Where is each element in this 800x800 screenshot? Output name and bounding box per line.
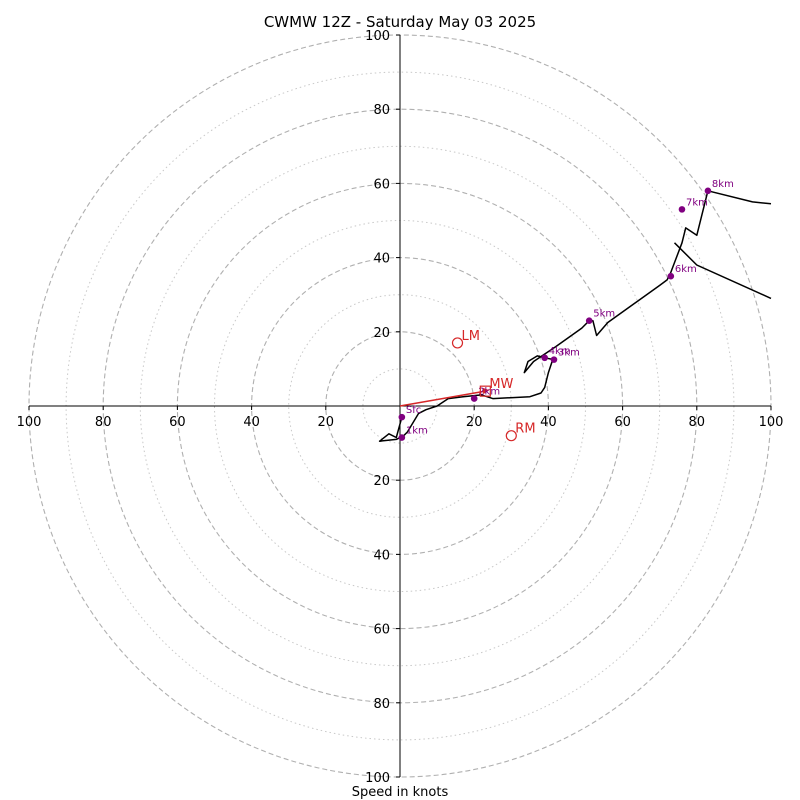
motion-marker-LM xyxy=(451,337,464,349)
height-label-Sfc: Sfc xyxy=(406,405,421,416)
motion-marker-RM xyxy=(505,430,517,442)
x-tick-label: 20 xyxy=(466,415,483,430)
y-tick-label: 80 xyxy=(373,697,390,712)
height-marker-7km xyxy=(678,206,686,213)
tick-labels: 100 80 60 40 20 20 40 60 80 100 100 80 60 40 20 20 40 60 8… xyxy=(17,29,784,786)
hodograph-series xyxy=(378,190,772,442)
hodograph-line xyxy=(378,190,772,442)
chart-title: CWMW 12Z - Saturday May 03 2025 xyxy=(264,13,536,31)
height-marker-6km xyxy=(667,272,675,280)
x-tick-label: 80 xyxy=(689,415,706,430)
motion-label-LM: LM xyxy=(462,329,480,344)
height-label-5km: 5km xyxy=(593,309,615,320)
y-tick-label: 60 xyxy=(373,177,390,192)
motion-label-MW: MW xyxy=(489,377,513,392)
x-axis-label: Speed in knots xyxy=(352,785,449,800)
y-tick-label: 100 xyxy=(365,771,390,786)
x-tick-label: 40 xyxy=(243,415,260,430)
height-marker-5km xyxy=(585,317,593,324)
height-label-2km: 2km xyxy=(478,387,500,398)
y-tick-label: 60 xyxy=(373,623,390,638)
height-marker-Sfc xyxy=(398,413,406,421)
storm-motion-markers: LM MW RM xyxy=(451,329,536,442)
motion-marker-MW xyxy=(479,385,491,397)
mean-wind-arrowhead xyxy=(482,387,490,395)
y-tick-label: 40 xyxy=(373,252,390,267)
x-tick-label: 60 xyxy=(169,415,186,430)
x-tick-label: 60 xyxy=(614,415,631,430)
height-marker-4km xyxy=(541,354,548,362)
x-tick-label: 20 xyxy=(318,415,335,430)
height-label-8km: 8km xyxy=(712,179,734,190)
height-label-3km: 3km xyxy=(558,348,580,359)
height-label-6km: 6km xyxy=(675,264,697,275)
x-tick-label: 40 xyxy=(540,415,557,430)
height-marker-8km xyxy=(704,187,712,195)
height-marker-1km xyxy=(398,434,406,441)
hodograph-line-upper xyxy=(673,242,772,300)
y-tick-label: 40 xyxy=(373,548,390,563)
y-tick-label: 100 xyxy=(365,29,390,44)
x-tick-label: 100 xyxy=(17,415,42,430)
x-tick-label: 100 xyxy=(759,415,784,430)
height-label-4km: 4km xyxy=(549,346,571,357)
mean-wind-vector xyxy=(399,390,486,407)
height-marker-2km xyxy=(470,395,478,402)
x-tick-label: 80 xyxy=(95,415,112,430)
y-tick-label: 80 xyxy=(373,103,390,118)
motion-label-RM: RM xyxy=(515,422,535,437)
height-label-1km: 1km xyxy=(406,426,428,437)
height-marker-3km xyxy=(550,356,558,363)
height-label-7km: 7km xyxy=(686,197,708,208)
y-tick-label: 20 xyxy=(373,326,390,341)
y-tick-label: 20 xyxy=(373,474,390,489)
